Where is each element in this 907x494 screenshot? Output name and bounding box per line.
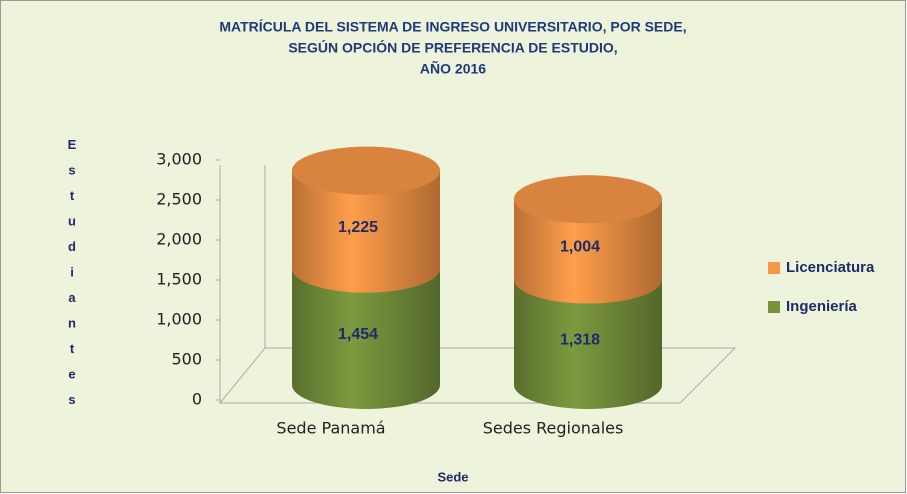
y-tick-label: 2,000 [156,230,202,249]
floor [218,347,737,404]
legend-label: Licenciatura [786,259,875,276]
x-tick-label: Sede Panamá [276,419,385,438]
y-tick-label: 0 [192,390,202,409]
legend-label: Ingeniería [786,298,858,315]
x-tick-label: Sedes Regionales [483,419,624,438]
y-tick-label: 3,000 [156,150,202,169]
chart-title: SEGÚN OPCIÓN DE PREFERENCIA DE ESTUDIO, [288,39,617,56]
chart-title: MATRÍCULA DEL SISTEMA DE INGRESO UNIVERS… [219,19,686,35]
value-label: 1,454 [338,326,378,343]
y-tick-label: 1,500 [156,270,202,289]
y-tick-label: 2,500 [156,190,202,209]
value-label: 1,225 [338,219,378,236]
legend-swatch [768,262,780,274]
x-axis-label: Sede [437,469,468,484]
chart-title: AÑO 2016 [420,60,486,77]
cylinder-top [292,146,440,195]
legend-swatch [768,301,780,313]
y-tick-label: 500 [171,350,202,369]
cylinder-top [514,175,662,224]
y-tick-label: 1,000 [156,310,202,329]
value-label: 1,318 [560,331,600,348]
value-label: 1,004 [560,239,600,256]
